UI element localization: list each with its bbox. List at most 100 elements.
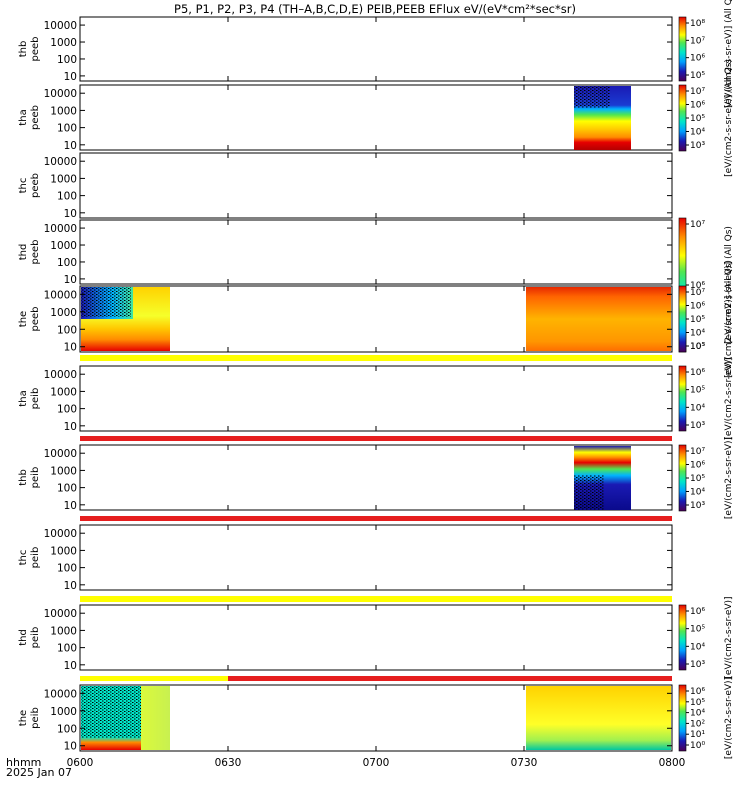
colorbar-tick-label: 10⁴ xyxy=(690,642,705,652)
y-tick-label: 10000 xyxy=(44,223,77,235)
colorbar-tick-label: 10⁶ xyxy=(690,607,705,617)
y-tick-label: 100 xyxy=(57,257,77,269)
y-tick-label: 10 xyxy=(64,208,77,220)
y-tick-label: 10 xyxy=(64,421,77,433)
y-tick-label: 1000 xyxy=(50,386,77,398)
colorbar-tick-label: 10⁷ xyxy=(690,220,705,230)
panel-the-peib xyxy=(79,684,673,752)
colorbar xyxy=(678,84,687,152)
panel-instrument-label: peib xyxy=(30,388,41,410)
y-tick-label: 100 xyxy=(57,404,77,416)
tha-peeb-sparse-overlay xyxy=(574,86,610,108)
colorbar xyxy=(678,604,687,671)
panel-probe-label: the xyxy=(18,311,29,327)
panel-probe-label: thd xyxy=(18,244,29,261)
panel-thc-peeb xyxy=(79,152,673,219)
colorbar-tick-label: 10⁴ xyxy=(690,403,705,413)
panel-thd-peeb xyxy=(79,219,673,285)
x-axis-date: 2025 Jan 07 xyxy=(6,766,72,779)
colorbar-tick-label: 10⁷ xyxy=(690,36,705,46)
colorbar-unit-label: [eV/(cm2-s-sr-eV)] xyxy=(724,437,734,519)
y-tick-label: 10000 xyxy=(44,289,77,301)
colorbar-tick-label: 10³ xyxy=(690,501,705,511)
colorbar-tick-label: 10¹ xyxy=(690,730,705,740)
colorbar-tick-label: 10⁴ xyxy=(690,128,705,138)
colorbar-tick-label: 10⁶ xyxy=(690,54,705,64)
y-tick-label: 100 xyxy=(57,723,77,735)
panel-instrument-label: peib xyxy=(30,707,41,729)
colorbar-unit-label: [eV/(cm2-s-sr-eV)] xyxy=(724,357,734,439)
y-tick-label: 10 xyxy=(64,140,77,152)
y-tick-label: 10000 xyxy=(44,20,77,32)
colorbar-tick-label: 10⁶ xyxy=(690,687,705,697)
colorbar-tick-label: 10⁶ xyxy=(690,302,705,312)
x-axis-label: hhmm xyxy=(6,756,41,769)
panel-instrument-label: peib xyxy=(30,547,41,569)
y-tick-label: 1000 xyxy=(50,37,77,49)
y-tick-label: 10000 xyxy=(44,528,77,540)
thc-peib-quality-flag-bar xyxy=(80,596,672,602)
colorbar-tick-label: 10⁶ xyxy=(690,461,705,471)
colorbar-tick-label: 10⁵ xyxy=(690,71,705,81)
x-tick-label: 0730 xyxy=(511,757,538,769)
panel-instrument-label: peeb xyxy=(30,37,41,62)
colorbar-tick-label: 10² xyxy=(690,719,705,729)
panel-thb-peeb xyxy=(79,16,673,82)
colorbar-tick-label: 10⁶ xyxy=(690,368,705,378)
y-tick-label: 100 xyxy=(57,483,77,495)
y-tick-label: 1000 xyxy=(50,173,77,185)
y-tick-label: 1000 xyxy=(50,465,77,477)
panel-probe-label: thd xyxy=(18,629,29,646)
y-tick-label: 100 xyxy=(57,324,77,336)
y-tick-label: 1000 xyxy=(50,240,77,252)
colorbar-tick-label: 10³ xyxy=(690,141,705,151)
y-tick-label: 1000 xyxy=(50,307,77,319)
y-tick-label: 10000 xyxy=(44,156,77,168)
the-peib-data-block-late xyxy=(526,686,671,750)
colorbar-unit-label: [eV/(cm2-s-sr-eV)] xyxy=(724,677,734,759)
colorbar-unit-label: [eV/(cm2-s-sr-eV)] (All Qs) xyxy=(724,226,734,344)
y-tick-label: 1000 xyxy=(50,105,77,117)
thb-peib-sparse-overlay xyxy=(574,475,604,510)
y-tick-label: 10 xyxy=(64,500,77,512)
y-tick-label: 1000 xyxy=(50,545,77,557)
colorbar xyxy=(678,444,687,512)
panel-instrument-label: peeb xyxy=(30,105,41,130)
colorbar-tick-label: 10⁵ xyxy=(690,114,705,124)
colorbar-tick-label: 10⁷ xyxy=(690,447,705,457)
colorbar-tick-label: 10³ xyxy=(690,342,705,352)
y-tick-label: 1000 xyxy=(50,706,77,718)
y-tick-label: 10000 xyxy=(44,688,77,700)
tha-peib-quality-flag-bar xyxy=(80,436,672,441)
thd-peib-quality-flag-bar-yellow xyxy=(80,676,228,681)
colorbar xyxy=(678,684,687,752)
colorbar-unit-label: [eV/(cm2-s-sr-eV)] (All Qs) xyxy=(724,260,734,378)
colorbar-tick-label: 10⁷ xyxy=(690,288,705,298)
colorbar-tick-label: 10⁷ xyxy=(690,87,705,97)
the-peib-sparse-overlay xyxy=(81,686,141,738)
colorbar-tick-label: 10⁴ xyxy=(690,329,705,339)
colorbar-tick-label: 10⁰ xyxy=(690,741,705,751)
the-peeb-sparse-overlay xyxy=(81,287,131,317)
y-tick-label: 10 xyxy=(64,274,77,286)
panel-the-peeb xyxy=(79,285,673,353)
panel-instrument-label: peib xyxy=(30,627,41,649)
colorbar xyxy=(678,285,687,353)
x-tick-label: 0800 xyxy=(659,757,686,769)
x-tick-label: 0700 xyxy=(363,757,390,769)
panel-thb-peib xyxy=(79,444,673,511)
panel-instrument-label: peeb xyxy=(30,307,41,332)
colorbar-tick-label: 10⁶ xyxy=(690,101,705,111)
y-tick-label: 10000 xyxy=(44,369,77,381)
colorbar-tick-label: 10⁶ xyxy=(690,281,705,291)
y-tick-label: 10 xyxy=(64,71,77,83)
panel-tha-peeb xyxy=(79,84,673,151)
y-tick-label: 100 xyxy=(57,123,77,135)
colorbar-tick-label: 10⁴ xyxy=(690,488,705,498)
panel-instrument-label: peeb xyxy=(30,240,41,265)
panel-probe-label: tha xyxy=(18,109,29,125)
panel-probe-label: thb xyxy=(18,469,29,486)
